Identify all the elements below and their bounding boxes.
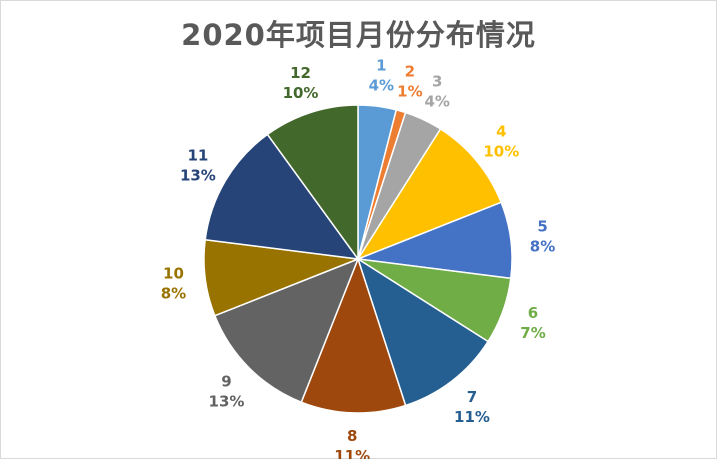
data-label-percent: 8% xyxy=(161,284,186,302)
chart-title: 2020年项目月份分布情况 xyxy=(181,18,536,52)
pie-slice-12 xyxy=(266,104,359,262)
data-label-category: 7 xyxy=(467,388,477,406)
data-label-5: 5 8% xyxy=(530,218,555,256)
data-label-8: 8 11% xyxy=(334,427,370,459)
data-label-1: 1 4% xyxy=(369,56,394,94)
data-label-percent: 7% xyxy=(520,324,545,342)
data-label-category: 6 xyxy=(528,304,538,322)
data-label-12: 12 10% xyxy=(283,64,319,102)
data-label-4: 4 10% xyxy=(483,122,519,160)
data-label-3: 3 4% xyxy=(424,73,449,111)
data-label-category: 10 xyxy=(163,264,184,282)
data-label-6: 6 7% xyxy=(520,304,545,342)
data-label-category: 4 xyxy=(496,122,506,140)
data-label-category: 11 xyxy=(187,146,208,164)
data-label-percent: 4% xyxy=(424,93,449,111)
data-label-11: 11 13% xyxy=(180,146,216,184)
data-label-percent: 11% xyxy=(334,447,370,459)
data-label-category: 3 xyxy=(432,73,442,91)
data-label-category: 1 xyxy=(376,56,386,74)
data-label-percent: 13% xyxy=(209,393,245,411)
data-label-percent: 10% xyxy=(283,84,319,102)
data-label-10: 10 8% xyxy=(161,264,186,302)
data-label-percent: 1% xyxy=(397,82,422,100)
pie-slice-4 xyxy=(356,127,503,261)
data-label-7: 7 11% xyxy=(454,388,490,426)
pie-slice-7 xyxy=(356,257,490,407)
data-label-percent: 4% xyxy=(369,76,394,94)
data-label-category: 9 xyxy=(221,373,231,391)
data-label-percent: 11% xyxy=(454,408,490,426)
data-label-percent: 8% xyxy=(530,238,555,256)
data-label-category: 2 xyxy=(405,62,415,80)
pie-slice-9 xyxy=(213,257,360,404)
data-label-category: 5 xyxy=(537,218,547,236)
data-label-2: 2 1% xyxy=(397,62,422,100)
data-label-category: 8 xyxy=(347,427,357,445)
data-label-9: 9 13% xyxy=(209,373,245,411)
data-label-category: 12 xyxy=(290,64,311,82)
pie-slice-8 xyxy=(300,256,407,414)
pie-slice-11 xyxy=(204,133,360,260)
data-label-percent: 13% xyxy=(180,166,216,184)
data-label-percent: 10% xyxy=(483,142,519,160)
